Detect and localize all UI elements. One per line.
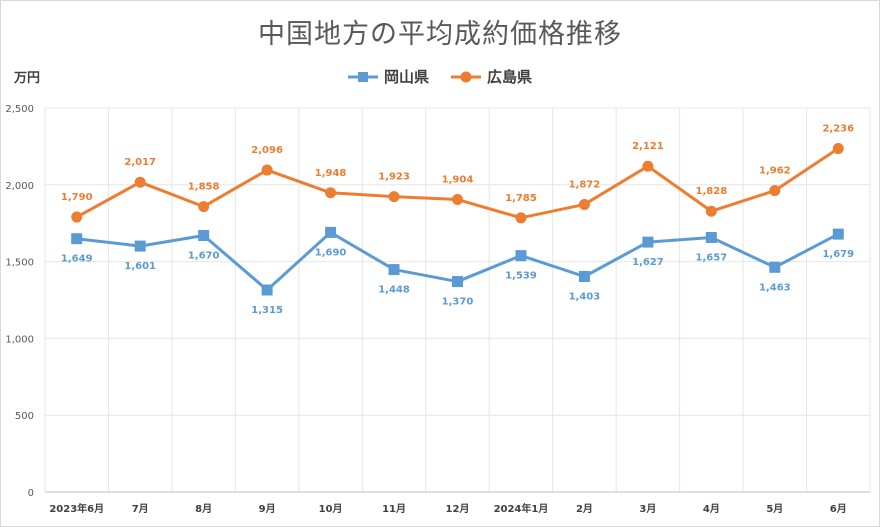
data-point-okayama — [515, 250, 527, 262]
legend-item-okayama: 岡山県 — [347, 66, 429, 87]
y-tick-label: 2,000 — [5, 181, 34, 192]
data-point-hiroshima — [705, 205, 717, 217]
x-tick-label: 4月 — [703, 503, 720, 515]
data-point-hiroshima — [261, 164, 273, 176]
data-label: 2,096 — [251, 145, 283, 156]
data-point-okayama — [832, 228, 844, 240]
legend-label-okayama: 岡山県 — [383, 68, 429, 86]
x-tick-label: 6月 — [830, 503, 847, 515]
data-point-okayama — [642, 236, 654, 248]
data-point-hiroshima — [769, 185, 781, 197]
data-point-okayama — [452, 276, 463, 288]
legend-marker-okayama-icon — [347, 71, 378, 82]
data-label: 1,904 — [442, 175, 474, 186]
data-point-hiroshima — [134, 176, 146, 188]
data-point-okayama — [198, 229, 210, 241]
data-label: 1,403 — [569, 291, 601, 302]
data-point-hiroshima — [198, 201, 210, 213]
data-label: 1,872 — [569, 179, 601, 190]
legend-label-hiroshima: 広島県 — [487, 68, 533, 86]
data-point-hiroshima — [325, 187, 337, 199]
data-point-okayama — [388, 264, 400, 276]
data-label: 1,690 — [315, 247, 347, 258]
data-point-hiroshima — [832, 143, 844, 155]
data-point-okayama — [71, 233, 83, 245]
legend-marker-hiroshima-icon — [451, 71, 481, 82]
legend: 岡山県 広島県 — [0, 66, 880, 87]
legend-item-hiroshima: 広島県 — [451, 66, 532, 87]
data-label: 2,017 — [124, 157, 156, 168]
x-tick-label: 9月 — [259, 503, 276, 515]
x-tick-label: 3月 — [639, 503, 656, 515]
data-point-okayama — [769, 261, 781, 273]
data-point-okayama — [325, 226, 337, 238]
x-tick-label: 7月 — [132, 503, 149, 515]
data-point-okayama — [261, 284, 273, 296]
data-label: 1,448 — [378, 285, 410, 296]
data-label: 1,948 — [315, 168, 347, 179]
data-label: 1,463 — [759, 282, 791, 293]
x-tick-label: 11月 — [382, 503, 406, 515]
data-label: 1,657 — [696, 252, 728, 263]
data-point-hiroshima — [578, 198, 590, 210]
data-label: 1,601 — [124, 261, 156, 272]
data-point-hiroshima — [71, 211, 83, 223]
y-tick-label: 2,500 — [5, 104, 34, 115]
data-label: 1,785 — [505, 193, 537, 204]
x-tick-label: 8月 — [195, 503, 212, 515]
data-label: 1,962 — [759, 166, 791, 177]
data-point-okayama — [134, 240, 146, 252]
y-tick-label: 1,500 — [5, 258, 34, 269]
data-label: 1,828 — [696, 186, 728, 197]
data-point-hiroshima — [452, 194, 463, 206]
data-label: 1,923 — [378, 172, 410, 183]
data-label: 2,121 — [632, 141, 664, 152]
x-tick-label: 2023年6月 — [49, 502, 104, 515]
x-tick-label: 2月 — [576, 503, 593, 515]
data-label: 2,236 — [822, 124, 854, 135]
data-point-okayama — [578, 270, 590, 282]
x-tick-label: 2024年1月 — [494, 502, 549, 515]
data-label: 1,649 — [61, 254, 93, 265]
data-label: 1,370 — [442, 297, 474, 308]
data-label: 1,315 — [251, 305, 283, 316]
data-label: 1,679 — [822, 249, 854, 260]
x-tick-label: 5月 — [766, 503, 783, 515]
x-tick-label: 10月 — [319, 503, 343, 515]
y-axis-unit-label: 万円 — [14, 71, 41, 86]
y-tick-label: 1,000 — [5, 334, 34, 345]
x-tick-label: 12月 — [446, 503, 470, 515]
data-label: 1,627 — [632, 257, 664, 268]
data-label: 1,539 — [505, 271, 537, 282]
data-point-okayama — [705, 231, 717, 243]
y-tick-label: 0 — [28, 488, 34, 499]
data-label: 1,858 — [188, 182, 220, 193]
data-point-hiroshima — [515, 212, 527, 224]
data-label: 1,790 — [61, 192, 93, 203]
data-point-hiroshima — [388, 191, 400, 203]
chart-title: 中国地方の平均成約価格推移 — [258, 19, 622, 50]
y-tick-label: 500 — [15, 411, 34, 422]
data-point-hiroshima — [642, 160, 654, 172]
data-label: 1,670 — [188, 250, 220, 261]
